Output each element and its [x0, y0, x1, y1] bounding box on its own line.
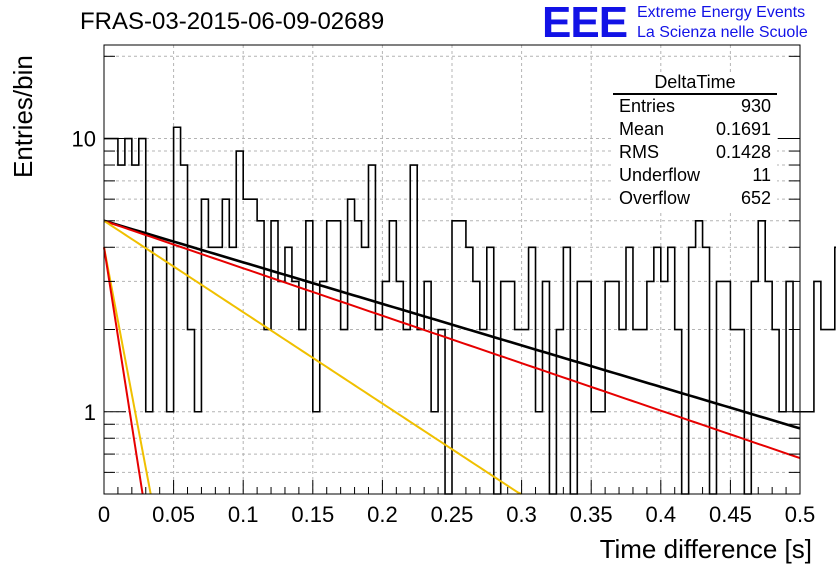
x-tick-label: 0.4 [646, 502, 677, 527]
axis-tick-labels: 0 0.05 0.1 0.15 0.2 0.25 0.3 0.35 0.4 0.45 0.5 1 10 [72, 127, 816, 527]
fit-curves [103, 219, 801, 495]
fit-curve-line [103, 247, 152, 494]
stats-value: 11 [752, 165, 771, 185]
eee-logo-icon: EEE [542, 0, 628, 47]
x-tick-label: 0.15 [291, 502, 334, 527]
y-axis-label: Entries/bin [8, 55, 38, 178]
stats-value: 0.1428 [715, 142, 771, 162]
stats-row: Underflow 11 [613, 164, 777, 187]
x-tick-label: 0.05 [152, 502, 195, 527]
stats-label: Entries [619, 96, 676, 116]
stats-value: 652 [740, 188, 771, 208]
stats-title: DeltaTime [613, 72, 777, 95]
stats-label: Mean [619, 119, 665, 139]
stats-row: Entries 930 [613, 95, 777, 118]
x-tick-label: 0.25 [431, 502, 474, 527]
stats-label: Underflow [619, 165, 701, 185]
fit-curve-line [103, 219, 801, 460]
logo-caption: Extreme Energy Events La Scienza nelle S… [637, 3, 808, 43]
logo-line-2: La Scienza nelle Scuole [637, 24, 808, 41]
stats-row: Mean 0.1691 [613, 118, 777, 141]
x-tick-label: 0.35 [570, 502, 613, 527]
fit-curve-line [103, 219, 522, 495]
axis-ticks [103, 55, 801, 494]
stats-value: 930 [740, 96, 771, 116]
stats-row: RMS 0.1428 [613, 141, 777, 164]
logo-line-1: Extreme Energy Events [637, 4, 806, 21]
y-tick-label: 1 [84, 400, 96, 425]
x-tick-label: 0.45 [709, 502, 752, 527]
x-tick-label: 0.1 [228, 502, 259, 527]
y-tick-label: 10 [72, 127, 96, 152]
x-tick-label: 0.2 [367, 502, 398, 527]
stats-box: DeltaTime Entries 930 Mean 0.1691 RMS 0.… [613, 72, 777, 210]
stats-label: RMS [619, 142, 659, 162]
x-axis-label: Time difference [s] [599, 534, 812, 564]
chart-title: FRAS-03-2015-06-09-02689 [80, 8, 385, 35]
fit-curve-line [103, 219, 801, 430]
stats-row: Overflow 652 [613, 187, 777, 210]
x-tick-label: 0 [98, 502, 110, 527]
x-tick-label: 0.5 [785, 502, 816, 527]
stats-label: Overflow [619, 188, 691, 208]
stats-value: 0.1691 [715, 119, 771, 139]
fit-curve-line [103, 247, 144, 494]
x-tick-label: 0.3 [506, 502, 537, 527]
